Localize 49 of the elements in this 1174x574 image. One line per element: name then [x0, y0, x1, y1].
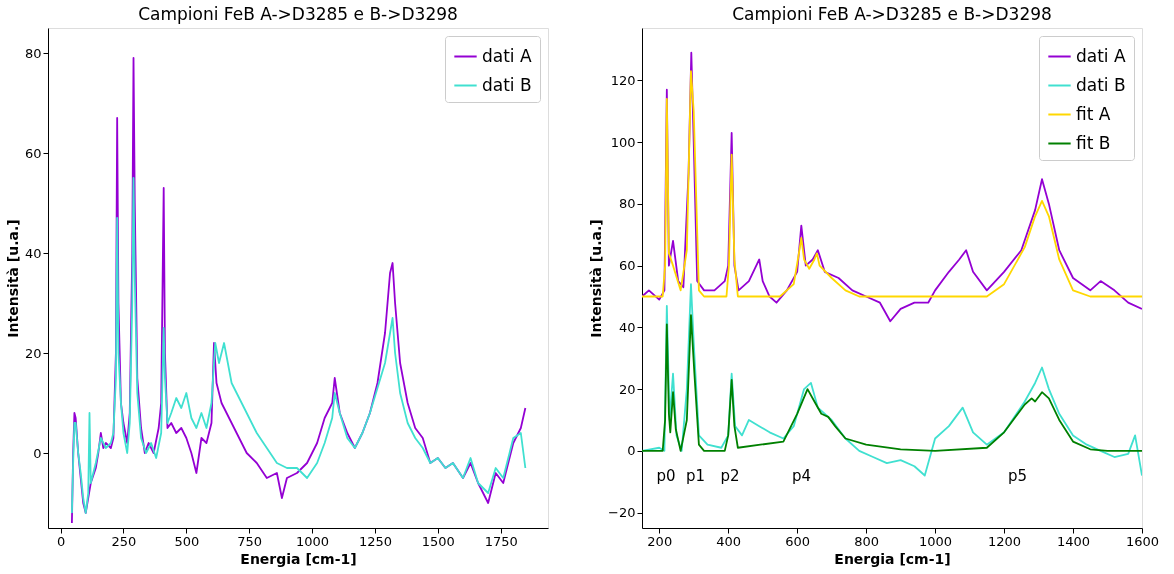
y-tick-label: 80 — [618, 196, 636, 212]
y-tick-label: −20 — [608, 505, 636, 521]
annotation: p1 — [685, 466, 706, 485]
x-tick-label: 1000 — [919, 533, 953, 549]
x-tick-label: 600 — [785, 533, 811, 549]
y-tick-label: 20 — [618, 381, 636, 397]
x-axis-title: Energia [cm-1] — [240, 550, 357, 567]
annotation: p5 — [1007, 466, 1028, 485]
x-tick-label: 1500 — [421, 533, 455, 549]
legend-label: dati A — [482, 45, 532, 66]
x-tick-label: 1600 — [1125, 533, 1160, 549]
y-axis-title: Intensità [u.a.] — [588, 219, 605, 338]
x-axis-title: Energia [cm-1] — [834, 550, 951, 567]
annotation: p2 — [720, 466, 740, 485]
y-tick-label: 120 — [610, 72, 636, 88]
chart-title: Campioni FeB A->D3285 e B->D3298 — [138, 4, 458, 24]
x-tick-label: 750 — [237, 533, 263, 549]
y-axis-title: Intensità [u.a.] — [4, 219, 21, 338]
annotation: p4 — [791, 466, 812, 485]
line-series — [642, 70, 1142, 298]
x-tick-label: 400 — [716, 533, 742, 549]
legend-label: dati B — [1076, 74, 1126, 95]
y-tick-label: 80 — [24, 45, 42, 61]
x-tick-label: 1200 — [988, 533, 1022, 549]
y-tick-label: 20 — [24, 345, 42, 361]
y-tick-label: 40 — [618, 319, 636, 335]
x-tick-label: 250 — [111, 533, 137, 549]
y-tick-label: 60 — [618, 258, 636, 274]
x-tick-label: 200 — [647, 533, 673, 549]
x-tick-label: 1750 — [484, 533, 518, 549]
legend-label: fit A — [1076, 103, 1111, 124]
x-tick-label: 1250 — [358, 533, 393, 549]
chart-title: Campioni FeB A->D3285 e B->D3298 — [732, 4, 1052, 24]
legend-label: dati A — [1076, 45, 1126, 66]
x-tick-label: 0 — [56, 533, 66, 549]
line-series — [70, 177, 527, 514]
legend-label: dati B — [482, 74, 532, 95]
y-tick-label: 40 — [24, 245, 42, 261]
annotation: p0 — [656, 466, 676, 485]
legend-label: fit B — [1076, 132, 1111, 153]
line-series — [642, 314, 1142, 452]
y-tick-label: 100 — [610, 134, 636, 150]
x-tick-label: 500 — [174, 533, 200, 549]
x-tick-label: 800 — [854, 533, 880, 549]
y-tick-label: 0 — [627, 443, 636, 459]
x-tick-label: 1400 — [1056, 533, 1091, 549]
x-tick-label: 1000 — [296, 533, 330, 549]
y-tick-label: 60 — [24, 145, 42, 161]
y-tick-label: 0 — [33, 445, 42, 461]
